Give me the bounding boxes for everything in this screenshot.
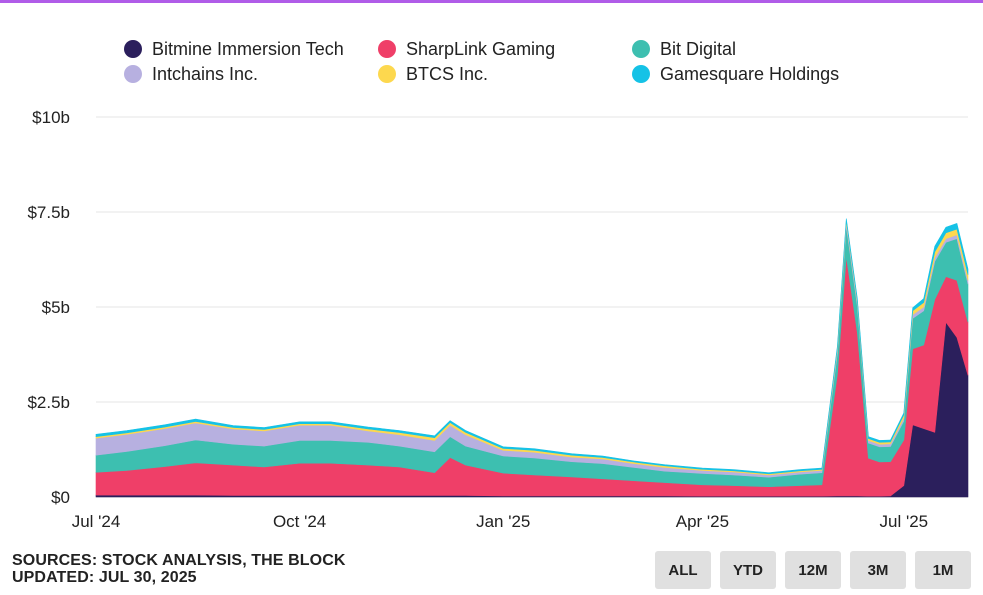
legend-item-sharplink[interactable]: SharpLink Gaming <box>378 37 555 61</box>
y-tick-label: $0 <box>51 488 70 507</box>
legend-swatch-bit-digital <box>632 40 650 58</box>
range-button-12m[interactable]: 12M <box>785 551 841 589</box>
legend-label-sharplink: SharpLink Gaming <box>406 38 556 59</box>
x-axis-ticks: Jul '24 Oct '24 Jan '25 Apr '25 Jul '25 <box>72 512 928 531</box>
stacked-area-chart: $0 $2.5b $5b $7.5b $10b Jul '24 Oct '24 Jan '2… <box>27 108 969 531</box>
chart-legend: Bitmine Immersion Tech SharpLink Gaming … <box>0 0 983 100</box>
range-button-1m[interactable]: 1M <box>915 551 971 589</box>
y-tick-label: $7.5b <box>27 203 70 222</box>
legend-label-bitmine: Bitmine Immersion Tech <box>152 38 344 59</box>
y-tick-label: $2.5b <box>27 393 70 412</box>
legend-label-bit-digital: Bit Digital <box>660 38 737 59</box>
legend-label-intchains: Intchains Inc. <box>152 63 259 84</box>
x-tick-label: Jul '24 <box>72 512 121 531</box>
x-tick-label: Jul '25 <box>880 512 929 531</box>
range-button-3m[interactable]: 3M <box>850 551 906 589</box>
legend-item-gamesquare[interactable]: Gamesquare Holdings <box>632 62 839 86</box>
x-tick-label: Oct '24 <box>273 512 326 531</box>
range-button-all[interactable]: ALL <box>655 551 711 589</box>
y-axis-ticks: $0 $2.5b $5b $7.5b $10b <box>27 108 70 507</box>
updated-text: UPDATED: JUL 30, 2025 <box>12 569 197 586</box>
x-tick-label: Jan '25 <box>476 512 530 531</box>
range-button-ytd[interactable]: YTD <box>720 551 776 589</box>
area-series <box>95 218 969 498</box>
legend-swatch-intchains <box>124 65 142 83</box>
sources-text: SOURCES: STOCK ANALYSIS, THE BLOCK <box>12 552 346 569</box>
range-button-group: ALL YTD 12M 3M 1M <box>655 551 971 589</box>
legend-swatch-gamesquare <box>632 65 650 83</box>
top-accent-bar <box>0 0 983 3</box>
sources-note: SOURCES: STOCK ANALYSIS, THE BLOCK UPDAT… <box>12 552 346 586</box>
legend-item-bit-digital[interactable]: Bit Digital <box>632 37 736 61</box>
legend-item-intchains[interactable]: Intchains Inc. <box>124 62 258 86</box>
legend-swatch-btcs <box>378 65 396 83</box>
area-gamesquare[interactable] <box>95 218 969 475</box>
legend-swatch-sharplink <box>378 40 396 58</box>
legend-item-btcs[interactable]: BTCS Inc. <box>378 62 488 86</box>
legend-swatch-bitmine <box>124 40 142 58</box>
x-tick-label: Apr '25 <box>676 512 729 531</box>
legend-label-gamesquare: Gamesquare Holdings <box>660 63 840 84</box>
legend-label-btcs: BTCS Inc. <box>406 63 489 84</box>
y-tick-label: $5b <box>42 298 70 317</box>
legend-item-bitmine[interactable]: Bitmine Immersion Tech <box>124 37 344 61</box>
y-tick-label: $10b <box>32 108 70 127</box>
